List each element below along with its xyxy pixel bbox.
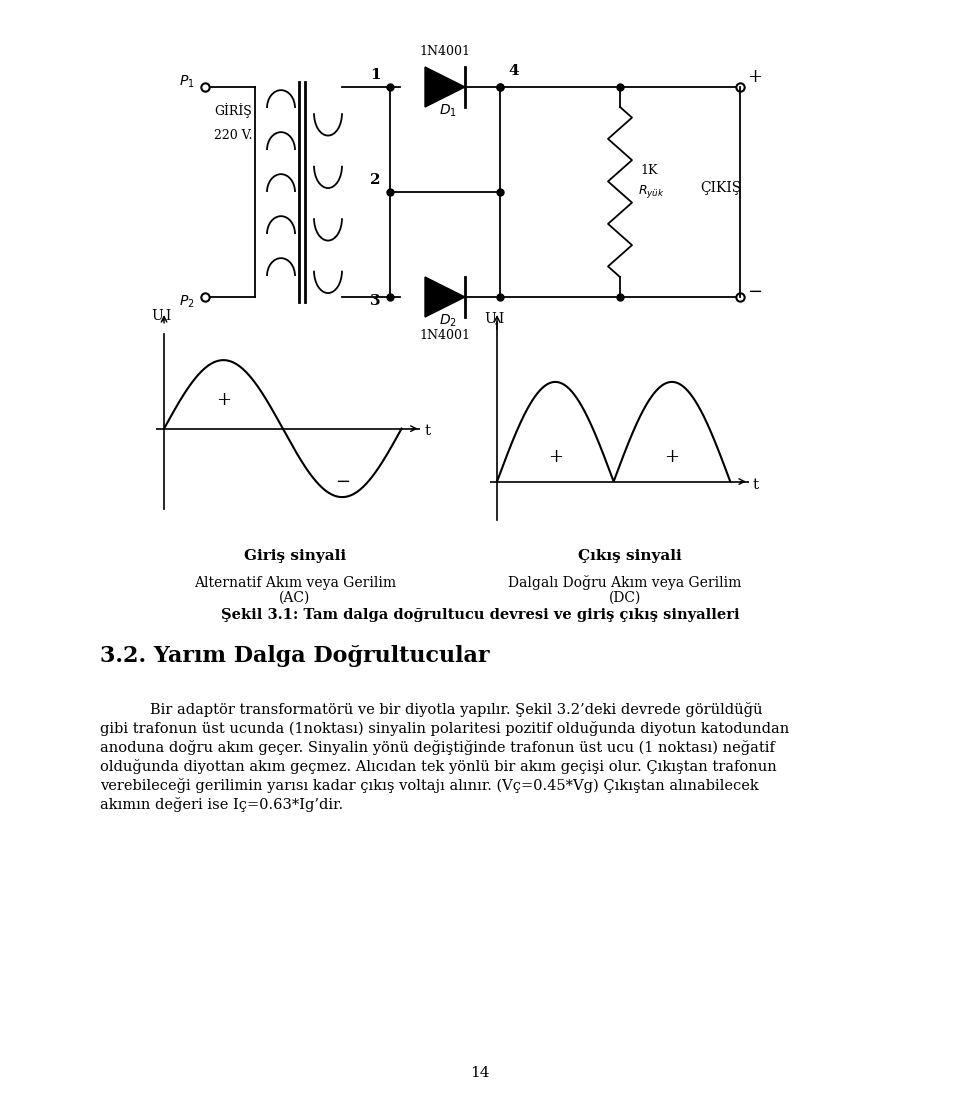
Text: t: t <box>424 424 430 438</box>
Text: $D_2$: $D_2$ <box>439 313 457 330</box>
Text: 1N4001: 1N4001 <box>420 329 470 342</box>
Text: U,I: U,I <box>484 311 504 325</box>
Text: Giriş sinyali: Giriş sinyali <box>244 549 346 563</box>
Text: +: + <box>748 68 762 86</box>
Text: 1K: 1K <box>640 164 658 177</box>
Text: (AC): (AC) <box>279 591 311 606</box>
Text: Bir adaptör transformatörü ve bir diyotla yapılır. Şekil 3.2’deki devrede görüld: Bir adaptör transformatörü ve bir diyotl… <box>150 702 762 717</box>
Text: +: + <box>548 447 563 466</box>
Text: 1: 1 <box>370 68 380 82</box>
Text: verebileceği gerilimin yarısı kadar çıkış voltajı alınır. (Vç=0.45*Vg) Çıkıştan : verebileceği gerilimin yarısı kadar çıkı… <box>100 778 758 793</box>
Text: +: + <box>216 391 231 408</box>
Text: 1N4001: 1N4001 <box>420 45 470 58</box>
Text: GİRİŞ: GİRİŞ <box>214 103 252 118</box>
Text: (DC): (DC) <box>609 591 641 606</box>
Text: 3.2. Yarım Dalga Doğrultucular: 3.2. Yarım Dalga Doğrultucular <box>100 645 490 668</box>
Text: gibi trafonun üst ucunda (1noktası) sinyalin polaritesi pozitif olduğunda diyotu: gibi trafonun üst ucunda (1noktası) siny… <box>100 721 789 736</box>
Text: 3: 3 <box>370 294 380 308</box>
Text: anoduna doğru akım geçer. Sinyalin yönü değiştiğinde trafonun üst ucu (1 noktası: anoduna doğru akım geçer. Sinyalin yönü … <box>100 739 775 755</box>
Text: olduğunda diyottan akım geçmez. Alıcıdan tek yönlü bir akım geçişi olur. Çıkışta: olduğunda diyottan akım geçmez. Alıcıdan… <box>100 759 777 774</box>
Text: Dalgalı Doğru Akım veya Gerilim: Dalgalı Doğru Akım veya Gerilim <box>508 575 742 590</box>
Text: −: − <box>335 473 349 490</box>
Text: $R_{yük}$: $R_{yük}$ <box>638 183 664 200</box>
Text: $P_2$: $P_2$ <box>180 293 195 310</box>
Polygon shape <box>425 277 465 317</box>
Text: 4: 4 <box>508 64 518 77</box>
Text: Alternatif Akım veya Gerilim: Alternatif Akım veya Gerilim <box>194 576 396 590</box>
Text: −: − <box>748 283 762 301</box>
Text: U,I: U,I <box>151 308 171 322</box>
Text: Çıkış sinyali: Çıkış sinyali <box>578 549 682 563</box>
Text: 2: 2 <box>370 173 380 187</box>
Text: $P_1$: $P_1$ <box>180 74 195 90</box>
Text: 14: 14 <box>470 1066 490 1080</box>
Text: akımın değeri ise Iç=0.63*Ig’dir.: akımın değeri ise Iç=0.63*Ig’dir. <box>100 797 343 813</box>
Text: +: + <box>664 447 680 466</box>
Text: Şekil 3.1: Tam dalga doğrultucu devresi ve giriş çıkış sinyalleri: Şekil 3.1: Tam dalga doğrultucu devresi … <box>221 608 739 622</box>
Polygon shape <box>425 68 465 107</box>
Text: $D_1$: $D_1$ <box>439 103 457 120</box>
Text: 220 V.: 220 V. <box>214 130 252 142</box>
Text: ÇIKIŞ: ÇIKIŞ <box>700 182 741 195</box>
Text: t: t <box>753 477 758 492</box>
